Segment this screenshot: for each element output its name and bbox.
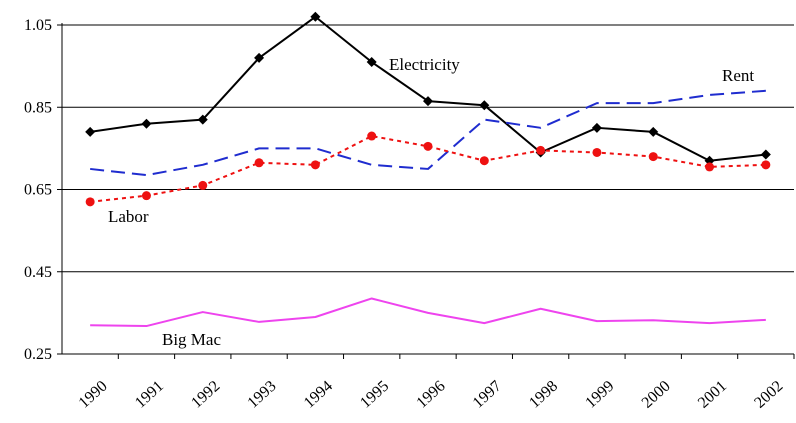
point-electricity-1993 xyxy=(254,52,265,63)
series-label-rent: Rent xyxy=(722,66,754,85)
point-labor-1997 xyxy=(479,156,489,166)
point-labor-2002 xyxy=(761,160,771,170)
point-electricity-2000 xyxy=(648,126,659,137)
series-line-big-mac xyxy=(90,297,766,328)
point-labor-2001 xyxy=(705,162,715,172)
point-electricity-1991 xyxy=(141,118,152,129)
y-tick-labels: 0.25 0.45 0.65 0.85 1.05 xyxy=(24,17,52,363)
y-tick-label-0.65: 0.65 xyxy=(24,182,52,199)
point-labor-1992 xyxy=(198,180,208,190)
axes xyxy=(57,23,795,359)
series-group xyxy=(85,11,771,328)
series-label-big-mac: Big Mac xyxy=(162,330,221,349)
x-tick-label-2001: 2001 xyxy=(695,378,730,412)
x-tick-label-1998: 1998 xyxy=(526,378,561,412)
x-tick-label-2000: 2000 xyxy=(639,378,674,412)
y-tick-label-0.45: 0.45 xyxy=(24,264,52,281)
x-tick-label-1997: 1997 xyxy=(470,378,505,412)
series-line-electricity xyxy=(90,15,766,162)
point-labor-2000 xyxy=(648,152,658,162)
x-tick-label-1992: 1992 xyxy=(188,378,223,412)
series-label-labor: Labor xyxy=(108,207,149,226)
point-electricity-2002 xyxy=(760,149,771,160)
point-labor-1993 xyxy=(254,158,264,168)
y-tick-label-0.25: 0.25 xyxy=(24,346,52,363)
point-electricity-1996 xyxy=(423,96,433,107)
series-labels: Electricity Rent Labor Big Mac xyxy=(108,55,754,349)
grid-lines xyxy=(62,24,794,273)
point-labor-1995 xyxy=(367,131,377,141)
point-labor-1996 xyxy=(423,141,433,151)
x-tick-label-1994: 1994 xyxy=(301,378,336,412)
point-labor-1999 xyxy=(592,147,602,157)
point-electricity-1997 xyxy=(479,100,490,111)
x-tick-labels: 1990 1991 1992 1993 1994 1995 1996 1997 1998 1999… xyxy=(76,378,787,412)
point-electricity-1992 xyxy=(197,114,208,125)
point-electricity-1999 xyxy=(591,122,602,133)
x-tick-label-1999: 1999 xyxy=(582,378,617,412)
x-tick-label-1995: 1995 xyxy=(357,378,392,412)
y-tick-label-0.85: 0.85 xyxy=(24,99,52,116)
point-electricity-1994 xyxy=(310,11,321,22)
point-electricity-1990 xyxy=(85,126,96,137)
series-label-electricity: Electricity xyxy=(389,55,460,74)
point-electricity-1995 xyxy=(366,57,377,68)
point-labor-1991 xyxy=(141,191,151,201)
series-line-rent xyxy=(90,89,766,177)
x-tick-label-1996: 1996 xyxy=(413,378,448,412)
x-tick-label-1991: 1991 xyxy=(132,378,167,412)
y-tick-label-1.05: 1.05 xyxy=(24,17,52,34)
point-labor-1994 xyxy=(310,160,320,170)
x-tick-label-1993: 1993 xyxy=(244,378,279,412)
point-labor-1990 xyxy=(85,197,95,207)
x-tick-label-2002: 2002 xyxy=(751,378,786,412)
x-tick-label-1990: 1990 xyxy=(76,378,111,412)
point-labor-1998 xyxy=(536,145,546,155)
